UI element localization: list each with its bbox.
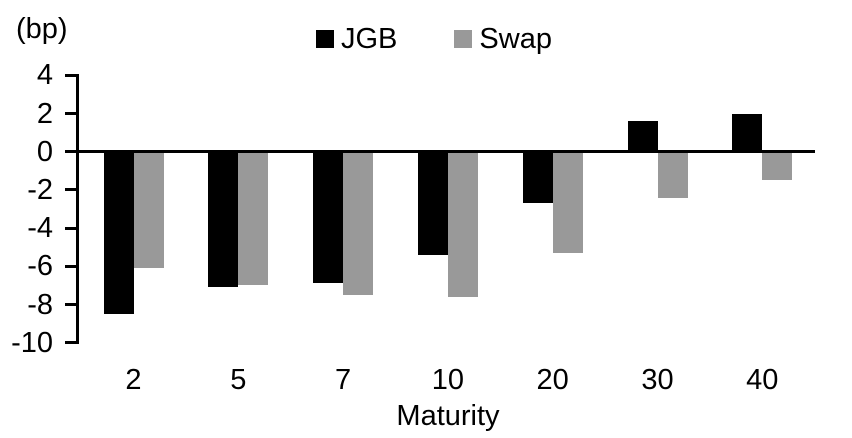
bar-jgb-30 (627, 121, 658, 152)
y-tick--6 (65, 264, 76, 268)
bar-swap-5 (238, 151, 269, 286)
y-axis-line (76, 74, 79, 344)
bar-swap-7 (343, 151, 374, 295)
y-axis-unit-label: (bp) (16, 13, 68, 45)
y-tick-label--8: -8 (27, 288, 53, 321)
y-tick-0 (65, 150, 76, 154)
y-tick-label-4: 4 (36, 59, 53, 92)
bar-jgb-7 (313, 151, 344, 284)
y-tick--4 (65, 226, 76, 230)
x-tick-label-7: 7 (335, 364, 352, 396)
legend-item-jgb: JGB (316, 24, 397, 54)
bar-swap-2 (133, 151, 164, 269)
y-tick-label--6: -6 (27, 250, 53, 283)
y-tick--2 (65, 188, 76, 192)
bar-swap-40 (762, 151, 793, 181)
chart-legend: JGB Swap (316, 24, 552, 54)
y-tick-label-2: 2 (36, 97, 53, 130)
x-tick-label-5: 5 (230, 364, 247, 396)
y-tick-2 (65, 112, 76, 115)
y-tick-label-0: 0 (36, 135, 53, 168)
y-tick--8 (65, 303, 76, 306)
x-tick-label-40: 40 (746, 364, 779, 396)
y-tick-4 (65, 73, 76, 77)
bar-jgb-5 (208, 151, 239, 288)
jgb-legend-swatch-icon (316, 30, 334, 48)
x-axis-title: Maturity (396, 400, 500, 432)
bar-jgb-10 (417, 151, 448, 255)
bar-jgb-20 (522, 151, 553, 204)
y-tick-label--2: -2 (27, 173, 53, 206)
x-tick-label-10: 10 (431, 364, 465, 396)
x-tick-label-30: 30 (641, 364, 674, 396)
swap-legend-swatch-icon (454, 30, 473, 48)
bar-jgb-40 (732, 113, 763, 152)
y-tick--10 (65, 341, 76, 345)
legend-item-swap: Swap (454, 24, 552, 54)
bar-jgb-2 (103, 151, 134, 315)
y-tick-label--10: -10 (11, 326, 53, 359)
y-tick-label--4: -4 (27, 212, 53, 245)
bar-swap-30 (657, 151, 688, 198)
legend-label-jgb: JGB (341, 23, 398, 55)
bar-swap-20 (552, 151, 583, 253)
x-axis-zero-line (76, 150, 815, 153)
bar-swap-10 (447, 151, 478, 297)
legend-label-swap: Swap (479, 23, 552, 55)
x-tick-label-20: 20 (536, 364, 569, 396)
x-tick-label-2: 2 (125, 364, 142, 396)
